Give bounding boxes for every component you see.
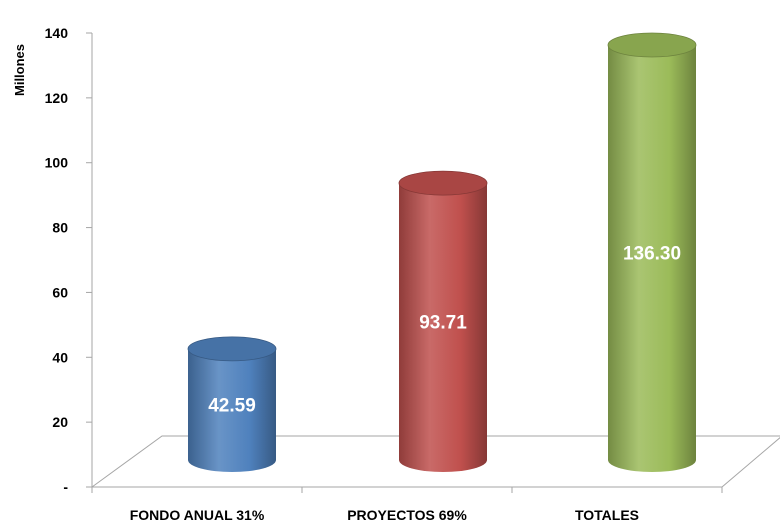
x-tick-label: TOTALES [575,507,639,523]
data-label: 42.59 [208,395,256,416]
data-label: 136.30 [623,243,681,264]
bar-top [187,336,277,362]
bar-top [607,32,697,58]
y-tick-label: - [63,479,68,495]
x-axis-labels: FONDO ANUAL 31% PROYECTOS 69% TOTALES [130,507,639,523]
x-tick-label: FONDO ANUAL 31% [130,507,265,523]
y-tick-label: 80 [52,220,68,236]
bar-body [188,348,276,472]
bar: 93.71 [398,170,488,472]
y-tick-label: 100 [45,155,69,171]
data-label: 93.71 [419,313,467,334]
y-tick-label: 20 [52,414,68,430]
y-tick-label: 120 [45,90,69,106]
y-tick-label: 60 [52,284,68,300]
bar: 136.30 [607,32,697,473]
bars: 42.59 93.71 136.30 [187,32,697,473]
x-tick-label: PROYECTOS 69% [347,507,467,523]
bar-body [399,183,487,472]
bar-body [608,44,696,473]
bar: 42.59 [187,336,277,472]
y-tick-label: 40 [52,349,68,365]
y-axis-title: Millones [12,44,27,96]
bar-top [398,170,488,196]
y-tick-label: 140 [45,25,69,41]
y-axis: - 20 40 60 80 100 120 140 [45,25,93,495]
